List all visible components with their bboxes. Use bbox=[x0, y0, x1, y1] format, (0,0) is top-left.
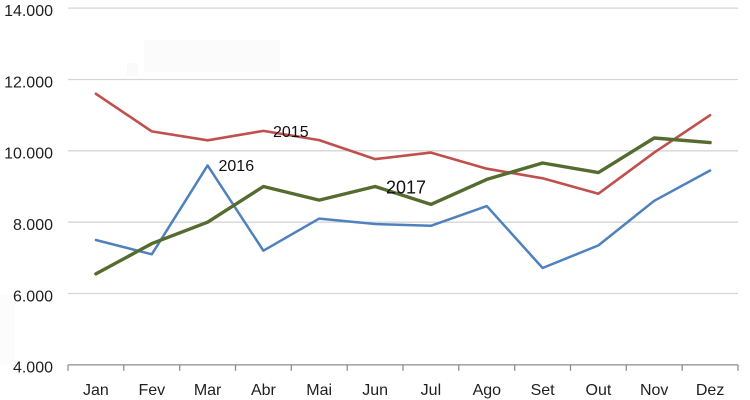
svg-text:Set: Set bbox=[531, 382, 556, 399]
svg-text:Mai: Mai bbox=[306, 382, 332, 399]
svg-text:2015: 2015 bbox=[273, 124, 309, 141]
svg-text:Abr: Abr bbox=[251, 382, 277, 399]
svg-text:Jul: Jul bbox=[421, 382, 441, 399]
svg-text:14.000: 14.000 bbox=[4, 3, 53, 20]
svg-text:Dez: Dez bbox=[696, 382, 724, 399]
svg-text:Ago: Ago bbox=[473, 382, 502, 399]
svg-text:Out: Out bbox=[586, 382, 612, 399]
svg-text:8.000: 8.000 bbox=[13, 217, 53, 234]
svg-text:Jun: Jun bbox=[362, 382, 388, 399]
svg-text:12.000: 12.000 bbox=[4, 74, 53, 91]
svg-text:Fev: Fev bbox=[138, 382, 165, 399]
svg-text:6.000: 6.000 bbox=[13, 288, 53, 305]
svg-text:2017: 2017 bbox=[386, 178, 426, 198]
svg-text:Mar: Mar bbox=[194, 382, 222, 399]
svg-text:Nov: Nov bbox=[640, 382, 668, 399]
svg-text:10.000: 10.000 bbox=[4, 146, 53, 163]
svg-text:4.000: 4.000 bbox=[13, 359, 53, 376]
svg-text:Jan: Jan bbox=[83, 382, 109, 399]
svg-text:2016: 2016 bbox=[219, 158, 255, 175]
